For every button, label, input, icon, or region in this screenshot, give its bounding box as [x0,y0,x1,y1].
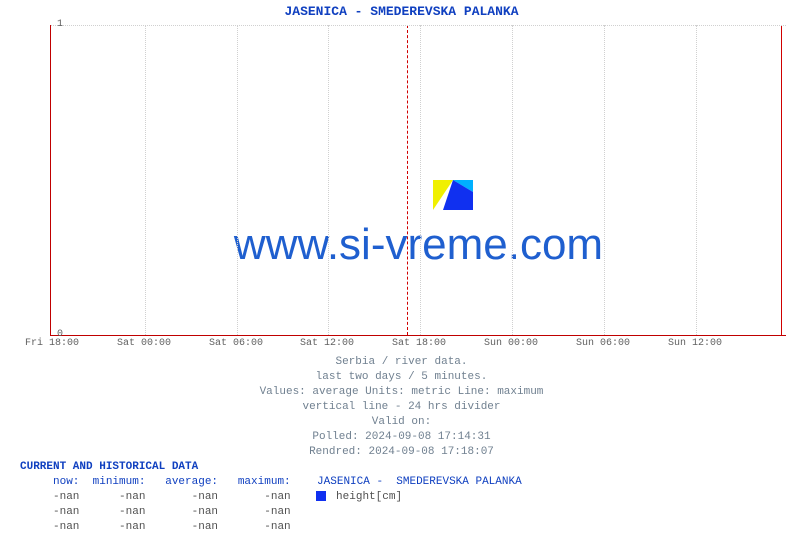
gridline-vertical [145,25,146,335]
info-line: Rendred: 2024-09-08 17:18:07 [0,445,803,460]
data-table-header: CURRENT AND HISTORICAL DATA [20,460,522,475]
xtick-label: Sat 00:00 [114,338,174,349]
xtick-label: Sun 12:00 [665,338,725,349]
ytick-label: 1 [43,19,63,30]
data-table-columns: now: minimum: average: maximum: JASENICA… [20,475,522,490]
chart-root: www.si-vreme.com JASENICA - SMEDEREVSKA … [0,0,803,536]
legend-label: height[cm] [329,491,402,503]
info-line: Values: average Units: metric Line: maxi… [0,385,803,400]
gridline-vertical [420,25,421,335]
divider-24h [407,25,408,335]
info-line: Serbia / river data. [0,355,803,370]
table-row: -nan -nan -nan -nan [20,520,522,535]
info-line: Valid on: [0,415,803,430]
legend-swatch [316,491,326,501]
xtick-label: Sat 18:00 [389,338,449,349]
info-line: vertical line - 24 hrs divider [0,400,803,415]
table-row: -nan -nan -nan -nan [20,505,522,520]
xtick-label: Sat 12:00 [297,338,357,349]
info-line: last two days / 5 minutes. [0,370,803,385]
xtick-label: Sun 00:00 [481,338,541,349]
info-line: Polled: 2024-09-08 17:14:31 [0,430,803,445]
chart-title: JASENICA - SMEDEREVSKA PALANKA [0,4,803,19]
xtick-label: Sun 06:00 [573,338,633,349]
gridline-vertical [696,25,697,335]
gridline-vertical [237,25,238,335]
data-table: CURRENT AND HISTORICAL DATA now: minimum… [20,460,522,535]
watermark-logo [433,180,473,210]
table-row: -nan -nan -nan -nan height[cm] [20,490,522,505]
gridline-horizontal [51,25,786,26]
gridline-vertical [512,25,513,335]
watermark-text: www.si-vreme.com [51,220,786,270]
xtick-label: Sat 06:00 [206,338,266,349]
xtick-label: Fri 18:00 [22,338,82,349]
info-block: Serbia / river data. last two days / 5 m… [0,355,803,460]
plot-area: www.si-vreme.com [50,25,786,336]
gridline-vertical [604,25,605,335]
gridline-vertical [328,25,329,335]
end-marker [781,25,782,335]
